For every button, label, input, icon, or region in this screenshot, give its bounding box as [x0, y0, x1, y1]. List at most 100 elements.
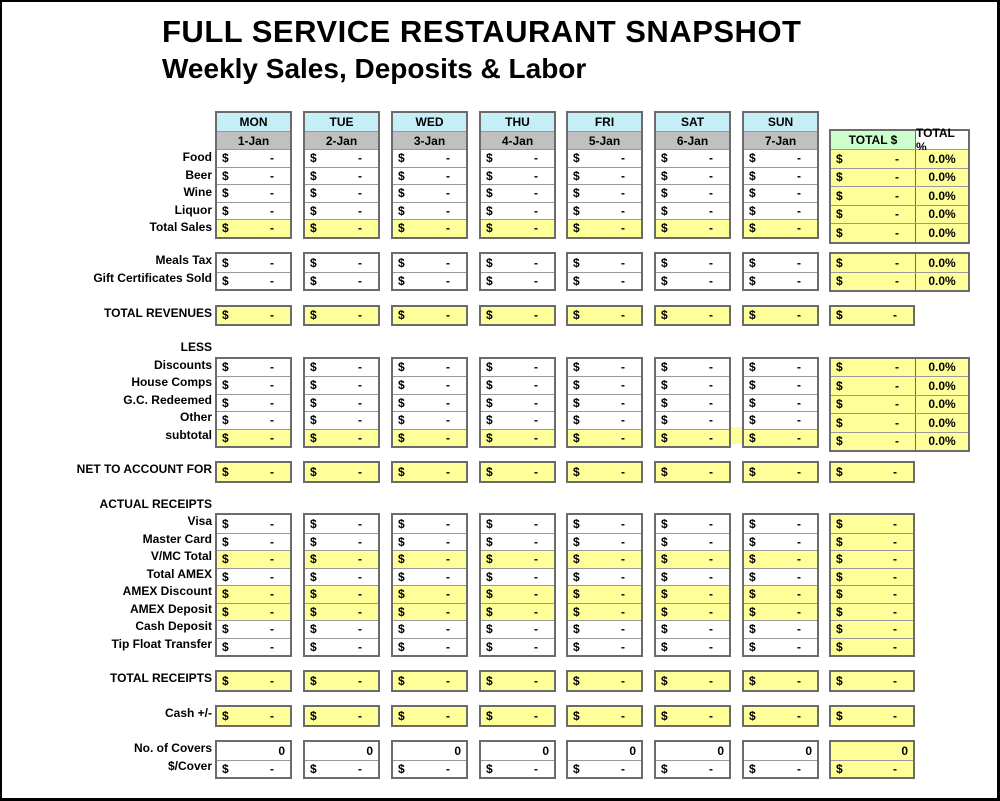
- total-cell-meals-tax[interactable]: $ -: [831, 254, 915, 272]
- cell-total-amex-thu[interactable]: $ -: [481, 567, 554, 586]
- cell-cash-tue[interactable]: $ -: [305, 707, 378, 725]
- cell-visa-sat[interactable]: $ -: [656, 515, 729, 533]
- cell-total-sales-thu[interactable]: $ -: [481, 219, 554, 237]
- cell-visa-tue[interactable]: $ -: [305, 515, 378, 533]
- cell-v-mc-total-fri[interactable]: $ -: [568, 550, 641, 568]
- cell-total-receipts-sun[interactable]: $ -: [744, 672, 817, 690]
- cell-master-card-fri[interactable]: $ -: [568, 532, 641, 551]
- total-cell-house-comps[interactable]: $ -: [831, 377, 915, 395]
- cell-amex-deposit-mon[interactable]: $ -: [217, 602, 290, 620]
- cell-house-comps-sat[interactable]: $ -: [656, 376, 729, 394]
- percent-cell-liquor[interactable]: 0.0%: [915, 205, 968, 223]
- cell-gift-certificates-sold-mon[interactable]: $ -: [217, 271, 290, 290]
- total-cell-total-revenues[interactable]: $ -: [831, 306, 913, 324]
- cell-total-amex-sat[interactable]: $ -: [656, 567, 729, 586]
- cell-wine-tue[interactable]: $ -: [305, 184, 378, 202]
- cell-net-to-account-for-sun[interactable]: $ -: [744, 463, 817, 481]
- total-cell-cash[interactable]: $ -: [831, 707, 913, 725]
- cell-amex-deposit-sat[interactable]: $ -: [656, 602, 729, 620]
- cell-total-sales-wed[interactable]: $ -: [393, 219, 466, 237]
- cell-house-comps-mon[interactable]: $ -: [217, 376, 290, 394]
- cell-cash-mon[interactable]: $ -: [217, 707, 290, 725]
- cell-cash-deposit-fri[interactable]: $ -: [568, 620, 641, 638]
- cell-amex-deposit-sun[interactable]: $ -: [744, 602, 817, 620]
- cell-visa-thu[interactable]: $ -: [481, 515, 554, 533]
- cell-cover-sun[interactable]: $ -: [744, 759, 817, 778]
- cell-cover-wed[interactable]: $ -: [393, 759, 466, 778]
- cell-beer-tue[interactable]: $ -: [305, 166, 378, 185]
- total-cell-gift-certificates-sold[interactable]: $ -: [831, 272, 915, 290]
- cell-cash-deposit-sun[interactable]: $ -: [744, 620, 817, 638]
- cell-other-sat[interactable]: $ -: [656, 411, 729, 429]
- cell-g-c-redeemed-sun[interactable]: $ -: [744, 393, 817, 412]
- total-cell-v-mc-total[interactable]: $ -: [831, 550, 913, 568]
- cell-total-revenues-thu[interactable]: $ -: [481, 306, 554, 324]
- cell-gift-certificates-sold-sun[interactable]: $ -: [744, 271, 817, 290]
- total-cell-wine[interactable]: $ -: [831, 187, 915, 205]
- cell-no-of-covers-thu[interactable]: 0: [481, 742, 554, 760]
- cell-food-thu[interactable]: $ -: [481, 149, 554, 167]
- cell-master-card-tue[interactable]: $ -: [305, 532, 378, 551]
- cell-house-comps-wed[interactable]: $ -: [393, 376, 466, 394]
- cell-discounts-fri[interactable]: $ -: [568, 359, 641, 377]
- cell-v-mc-total-sat[interactable]: $ -: [656, 550, 729, 568]
- cell-wine-sat[interactable]: $ -: [656, 184, 729, 202]
- cell-no-of-covers-sat[interactable]: 0: [656, 742, 729, 760]
- cell-amex-discount-wed[interactable]: $ -: [393, 585, 466, 603]
- total-cell-total-receipts[interactable]: $ -: [831, 672, 913, 690]
- total-cell-cover[interactable]: $ -: [831, 759, 913, 777]
- cell-cash-deposit-sat[interactable]: $ -: [656, 620, 729, 638]
- cell-net-to-account-for-wed[interactable]: $ -: [393, 463, 466, 481]
- cell-no-of-covers-fri[interactable]: 0: [568, 742, 641, 760]
- cell-subtotal-tue[interactable]: $ -: [305, 428, 378, 446]
- cell-total-revenues-wed[interactable]: $ -: [393, 306, 466, 324]
- cell-v-mc-total-sun[interactable]: $ -: [744, 550, 817, 568]
- cell-master-card-sun[interactable]: $ -: [744, 532, 817, 551]
- cell-cover-thu[interactable]: $ -: [481, 759, 554, 778]
- cell-v-mc-total-mon[interactable]: $ -: [217, 550, 290, 568]
- total-cell-subtotal[interactable]: $ -: [831, 432, 915, 450]
- cell-visa-mon[interactable]: $ -: [217, 515, 290, 533]
- cell-cash-sun[interactable]: $ -: [744, 707, 817, 725]
- total-cell-total-amex[interactable]: $ -: [831, 567, 913, 585]
- cell-net-to-account-for-sat[interactable]: $ -: [656, 463, 729, 481]
- cell-g-c-redeemed-fri[interactable]: $ -: [568, 393, 641, 412]
- percent-cell-discounts[interactable]: 0.0%: [915, 358, 968, 376]
- cell-master-card-sat[interactable]: $ -: [656, 532, 729, 551]
- cell-total-sales-sat[interactable]: $ -: [656, 219, 729, 237]
- cell-amex-deposit-thu[interactable]: $ -: [481, 602, 554, 620]
- cell-cash-deposit-tue[interactable]: $ -: [305, 620, 378, 638]
- cell-total-amex-sun[interactable]: $ -: [744, 567, 817, 586]
- cell-tip-float-transfer-thu[interactable]: $ -: [481, 637, 554, 656]
- cell-visa-sun[interactable]: $ -: [744, 515, 817, 533]
- cell-visa-fri[interactable]: $ -: [568, 515, 641, 533]
- cell-beer-fri[interactable]: $ -: [568, 166, 641, 185]
- cell-meals-tax-tue[interactable]: $ -: [305, 254, 378, 272]
- cell-food-wed[interactable]: $ -: [393, 149, 466, 167]
- total-cell-food[interactable]: $ -: [831, 150, 915, 168]
- cell-cover-tue[interactable]: $ -: [305, 759, 378, 778]
- cell-subtotal-sat[interactable]: $ -: [656, 428, 729, 446]
- cell-cash-deposit-wed[interactable]: $ -: [393, 620, 466, 638]
- cell-g-c-redeemed-sat[interactable]: $ -: [656, 393, 729, 412]
- total-cell-total-sales[interactable]: $ -: [831, 224, 915, 242]
- cell-no-of-covers-tue[interactable]: 0: [305, 742, 378, 760]
- total-cell-cash-deposit[interactable]: $ -: [831, 620, 913, 638]
- cell-cash-wed[interactable]: $ -: [393, 707, 466, 725]
- total-cell-discounts[interactable]: $ -: [831, 358, 915, 376]
- cell-tip-float-transfer-sun[interactable]: $ -: [744, 637, 817, 656]
- cell-subtotal-thu[interactable]: $ -: [481, 428, 554, 446]
- cell-liquor-tue[interactable]: $ -: [305, 201, 378, 220]
- cell-total-amex-tue[interactable]: $ -: [305, 567, 378, 586]
- percent-cell-house-comps[interactable]: 0.0%: [915, 377, 968, 395]
- cell-total-receipts-tue[interactable]: $ -: [305, 672, 378, 690]
- cell-tip-float-transfer-sat[interactable]: $ -: [656, 637, 729, 656]
- cell-net-to-account-for-mon[interactable]: $ -: [217, 463, 290, 481]
- cell-amex-discount-fri[interactable]: $ -: [568, 585, 641, 603]
- cell-g-c-redeemed-wed[interactable]: $ -: [393, 393, 466, 412]
- cell-beer-sat[interactable]: $ -: [656, 166, 729, 185]
- cell-total-sales-sun[interactable]: $ -: [744, 219, 817, 237]
- total-cell-net-to-account-for[interactable]: $ -: [831, 463, 913, 481]
- cell-g-c-redeemed-thu[interactable]: $ -: [481, 393, 554, 412]
- cell-no-of-covers-wed[interactable]: 0: [393, 742, 466, 760]
